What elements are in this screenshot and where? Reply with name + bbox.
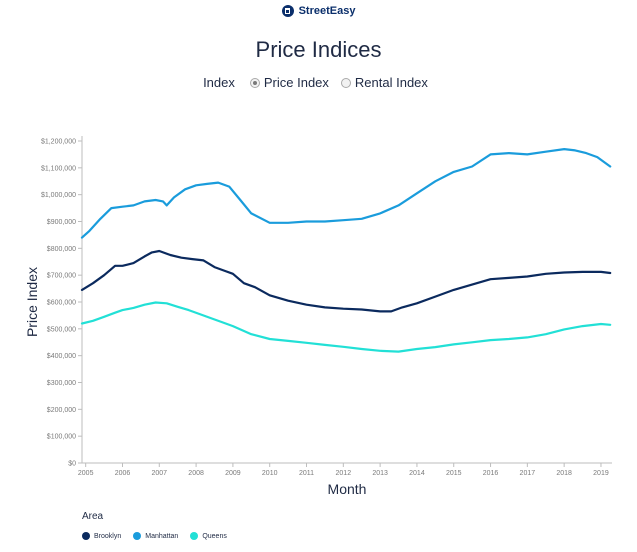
- legend: Brooklyn Manhattan Queens: [82, 532, 239, 540]
- x-tick-label: 2005: [78, 470, 94, 477]
- x-tick-label: 2012: [336, 470, 352, 477]
- y-tick-label: $800,000: [47, 246, 76, 253]
- price-index-radio[interactable]: [249, 77, 260, 88]
- y-tick-label: $600,000: [47, 300, 76, 307]
- x-tick-label: 2008: [188, 470, 204, 477]
- index-toggle-label: Index: [203, 75, 235, 90]
- x-tick-label: 2014: [409, 470, 425, 477]
- x-tick-label: 2013: [372, 470, 388, 477]
- y-tick-label: $300,000: [47, 380, 76, 387]
- legend-swatch-manhattan: [133, 532, 142, 540]
- price-index-label: Price Index: [263, 75, 329, 90]
- legend-label-manhattan: Manhattan: [145, 532, 179, 540]
- legend-swatch-queens: [190, 532, 199, 540]
- x-tick-label: 2009: [225, 470, 241, 477]
- y-tick-label: $500,000: [47, 326, 76, 333]
- series-line-queens: [80, 301, 612, 353]
- x-tick-label: 2017: [520, 470, 536, 477]
- page-title: Price Indices: [255, 37, 382, 62]
- price-index-option[interactable]: Price Index: [249, 75, 329, 90]
- y-tick-label: $400,000: [47, 353, 76, 360]
- x-tick-label: 2006: [115, 470, 131, 477]
- x-axis-title: Month: [328, 481, 367, 497]
- x-tick-label: 2015: [446, 470, 462, 477]
- x-tick-label: 2011: [299, 470, 314, 477]
- y-tick-label: $700,000: [47, 273, 76, 280]
- x-tick-label: 2018: [556, 470, 572, 477]
- brand-name: StreetEasy: [298, 5, 356, 17]
- x-tick-label: 2010: [262, 470, 278, 477]
- legend-label-brooklyn: Brooklyn: [94, 532, 122, 540]
- series-line-brooklyn: [80, 249, 612, 313]
- y-axis-title: Price Index: [24, 267, 40, 337]
- y-tick-label: $1,200,000: [41, 139, 76, 146]
- legend-title: Area: [82, 511, 104, 522]
- index-toggle: Index Price Index Rental Index: [0, 75, 637, 90]
- y-tick-label: $1,100,000: [41, 165, 76, 172]
- y-tick-label: $1,000,000: [41, 192, 76, 199]
- x-tick-label: 2019: [593, 470, 609, 477]
- legend-item-manhattan[interactable]: Manhattan: [133, 532, 178, 540]
- legend-item-brooklyn[interactable]: Brooklyn: [82, 532, 121, 540]
- y-tick-label: $900,000: [47, 219, 76, 226]
- brand-header: StreetEasy: [0, 5, 637, 17]
- y-tick-label: $200,000: [47, 407, 76, 414]
- y-tick-label: $100,000: [47, 434, 76, 441]
- legend-swatch-brooklyn: [82, 532, 90, 540]
- legend-label-queens: Queens: [202, 532, 227, 540]
- streeteasy-logo-icon: [281, 5, 294, 17]
- rental-index-radio[interactable]: [340, 77, 351, 88]
- y-tick-label: $0: [68, 461, 76, 468]
- x-tick-label: 2007: [152, 470, 168, 477]
- rental-index-label: Rental Index: [354, 75, 428, 90]
- legend-item-queens[interactable]: Queens: [190, 532, 227, 540]
- rental-index-option[interactable]: Rental Index: [340, 75, 428, 90]
- series-line-manhattan: [80, 148, 612, 239]
- x-tick-label: 2016: [483, 470, 499, 477]
